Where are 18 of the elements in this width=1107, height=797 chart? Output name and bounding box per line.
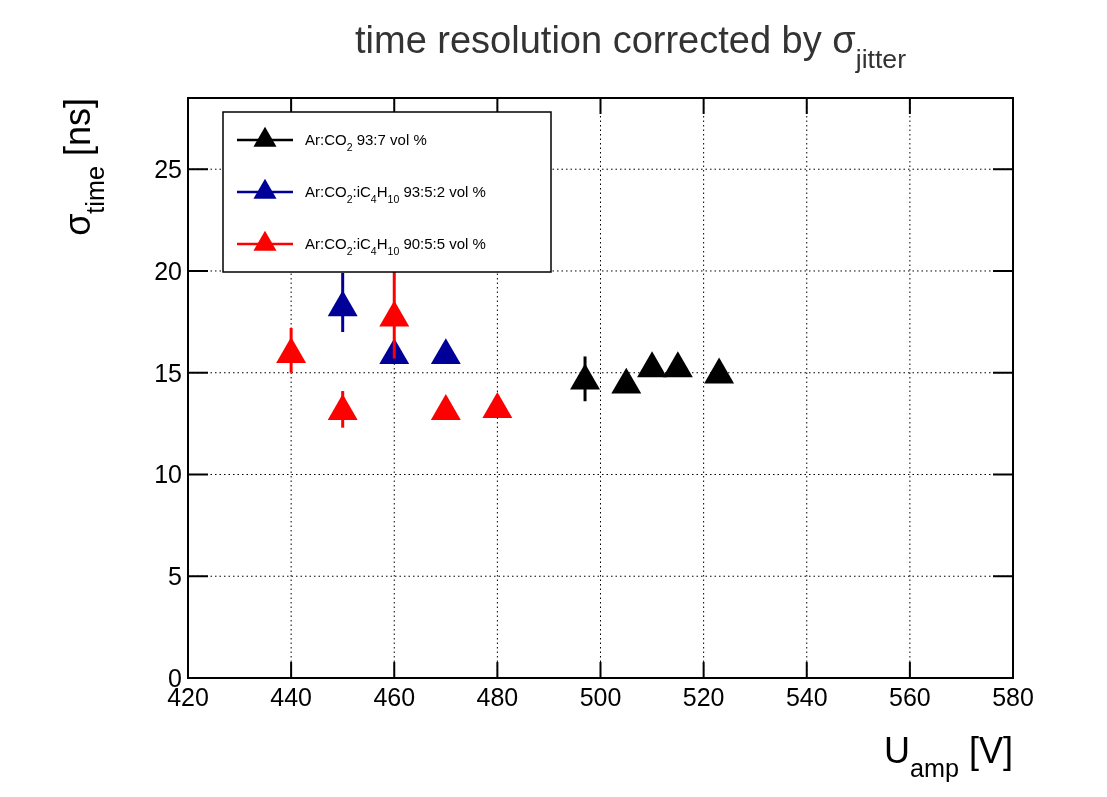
x-tick-label: 540 bbox=[785, 683, 828, 711]
y-tick-label: 25 bbox=[154, 155, 182, 184]
x-tick-label: 560 bbox=[889, 683, 931, 711]
x-tick-label: 440 bbox=[270, 683, 312, 711]
y-tick-label: 15 bbox=[154, 358, 182, 387]
chart-title: time resolution corrected by σ$_{jitter}$ bbox=[354, 19, 907, 74]
y-tick-label: 5 bbox=[168, 562, 182, 591]
x-tick-label: 520 bbox=[682, 683, 725, 711]
legend-label: Ar:CO$_{2}$:iC$_{4}$H$_{10}$ 93:5:2 vol % bbox=[305, 183, 486, 205]
x-tick-label: 500 bbox=[579, 683, 622, 711]
x-axis-title: U$_{amp}$ [V] bbox=[883, 730, 1013, 782]
y-tick-label: 20 bbox=[154, 256, 182, 285]
x-tick-label: 480 bbox=[476, 683, 519, 711]
legend-label: Ar:CO$_{2}$:iC$_{4}$H$_{10}$ 90:5:5 vol % bbox=[305, 235, 486, 257]
y-tick-label: 10 bbox=[154, 460, 182, 489]
x-tick-label: 460 bbox=[373, 683, 416, 711]
legend-label: Ar:CO$_{2}$ 93:7 vol % bbox=[305, 131, 427, 153]
x-tick-label: 580 bbox=[992, 683, 1034, 711]
